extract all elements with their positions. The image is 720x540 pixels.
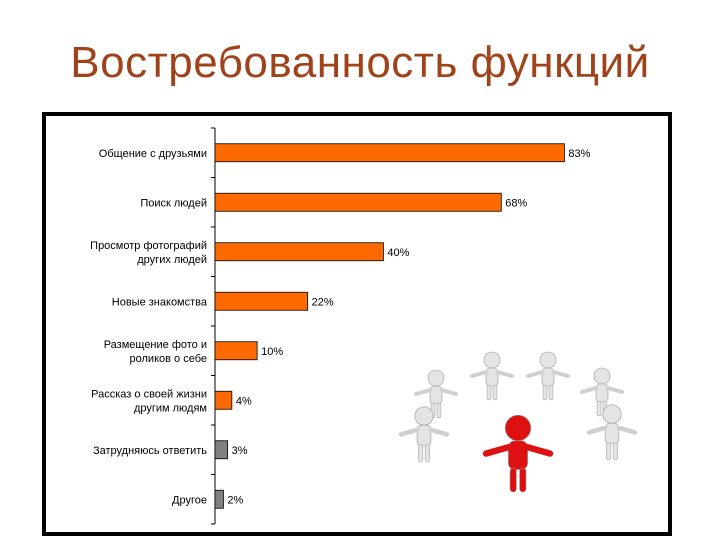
bar <box>214 143 565 163</box>
category-label: Поиск людей <box>140 197 207 209</box>
data-label: 40% <box>387 247 409 259</box>
person-figure <box>526 351 570 401</box>
data-label: 4% <box>236 395 252 407</box>
bar <box>214 192 502 212</box>
bar <box>214 489 224 509</box>
bar <box>214 242 384 262</box>
data-label: 68% <box>505 197 527 209</box>
person-figure <box>586 404 638 461</box>
data-label: 2% <box>227 494 243 506</box>
category-label: Общение с друзьями <box>99 148 207 160</box>
data-label: 22% <box>312 296 334 308</box>
category-label: Затрудняюсь ответить <box>93 445 207 457</box>
data-label: 83% <box>568 148 590 160</box>
person-figure <box>470 351 514 401</box>
bar <box>214 341 258 361</box>
people-circle-leader-icon <box>398 351 638 493</box>
data-label: 3% <box>232 445 248 457</box>
slide-title: Востребованность функций <box>70 38 650 87</box>
bar <box>214 390 233 410</box>
person-figure <box>414 369 458 419</box>
bar <box>214 440 229 460</box>
leader-figure <box>482 414 554 493</box>
category-label: Просмотр фотографий других людей <box>90 240 207 266</box>
data-label: 10% <box>261 346 283 358</box>
category-label: Другое <box>172 494 207 506</box>
category-label: Новые знакомства <box>112 296 208 308</box>
bar <box>214 291 309 311</box>
category-label: Рассказ о своей жизни другим людям <box>91 388 207 414</box>
category-label: Размещение фото и роликов о себе <box>104 339 207 365</box>
chart-frame: 83% Общение с друзьями 68% Поиск людей 40% Пр… <box>42 112 672 536</box>
person-figure <box>398 406 450 463</box>
bar-chart: 83% Общение с друзьями 68% Поиск людей 40% Пр… <box>90 127 638 525</box>
